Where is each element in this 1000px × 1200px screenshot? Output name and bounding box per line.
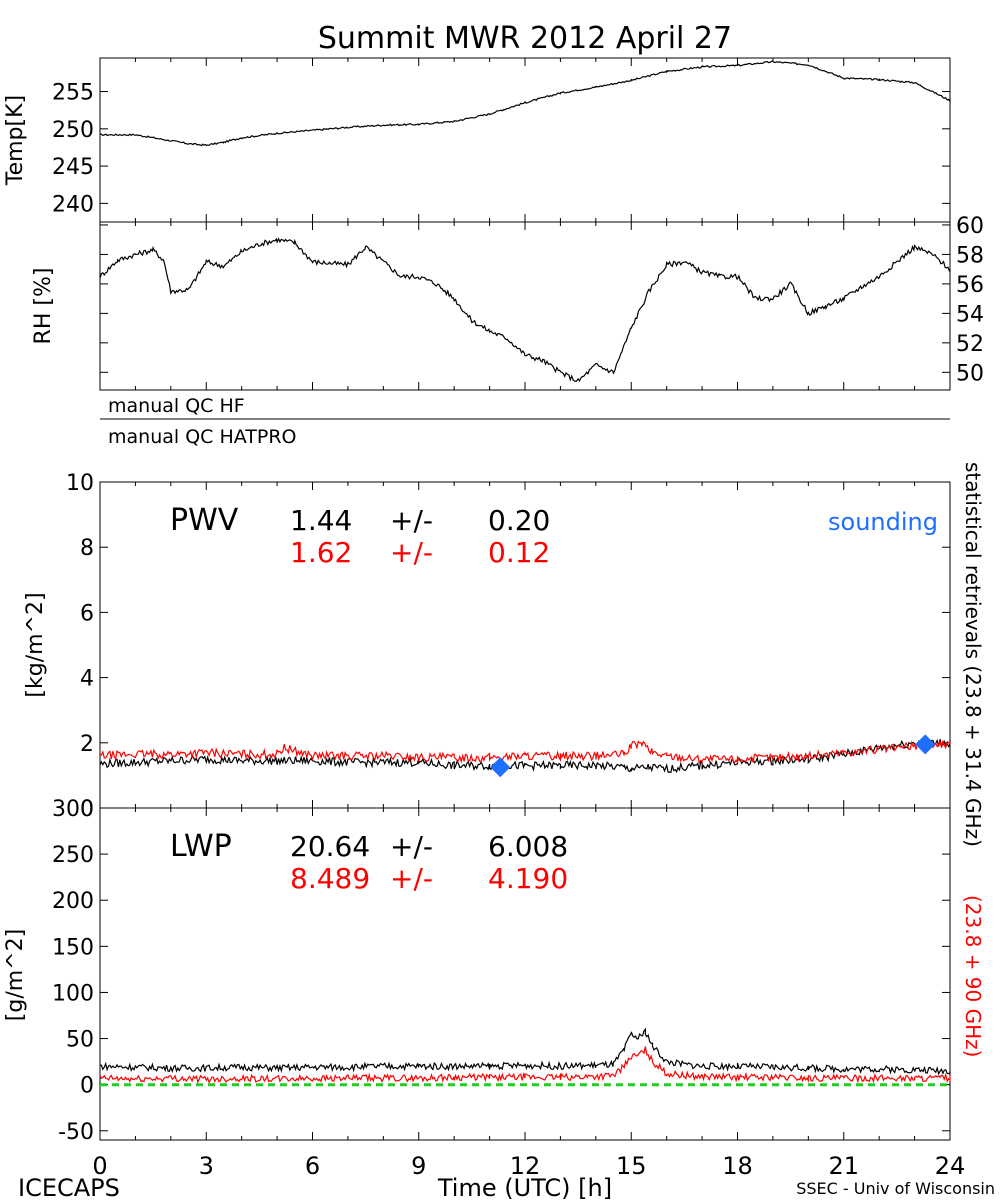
qc-hatpro-label: manual QC HATPRO: [108, 426, 297, 448]
qc-block: manual QC HF manual QC HATPRO: [100, 395, 950, 448]
x-tick-label: 9: [411, 1152, 426, 1180]
stat-sd: 0.20: [488, 504, 550, 537]
y-tick-label: 250: [52, 843, 94, 868]
x-tick-label: 21: [828, 1152, 859, 1180]
x-tick-label: 15: [616, 1152, 647, 1180]
right-side-labels: statistical retrievals (23.8 + 31.4 GHz)…: [961, 462, 985, 1057]
x-tick-label: 24: [935, 1152, 966, 1180]
y-tick-label: 56: [956, 273, 984, 298]
stat-pm: +/-: [390, 536, 433, 569]
x-tick-label: 12: [510, 1152, 541, 1180]
y-tick-label: 50: [956, 361, 984, 386]
x-tick-label: 18: [722, 1152, 753, 1180]
y-tick-label: 150: [52, 935, 94, 960]
stat-pm: +/-: [390, 862, 433, 895]
qc-hf-label: manual QC HF: [108, 395, 245, 417]
chart-title: Summit MWR 2012 April 27: [318, 21, 732, 56]
stat-pm: +/-: [390, 504, 433, 537]
y-tick-label: 58: [956, 243, 984, 268]
plot-frame: [99, 57, 951, 223]
y-tick-label: 200: [52, 889, 94, 914]
y-tick-label: 8: [80, 536, 94, 561]
y-tick-label: 50: [66, 1028, 94, 1053]
y-tick-label: 60: [956, 214, 984, 239]
y-tick-label: 6: [80, 601, 94, 626]
y-tick-label: 10: [66, 471, 94, 496]
stat-mean: 8.489: [290, 862, 370, 895]
series-line-0: [99, 737, 951, 774]
series-line-0: [100, 60, 951, 147]
y-tick-label: 300: [52, 797, 94, 822]
y-axis-label: Temp[K]: [3, 95, 28, 186]
y-axis-label: [kg/m^2]: [23, 592, 48, 697]
y-tick-label: 0: [80, 797, 94, 822]
stat-sd: 0.12: [488, 536, 550, 569]
stat-pm: +/-: [390, 830, 433, 863]
sounding-legend-label: sounding: [828, 508, 938, 536]
y-tick-label: 0: [80, 1074, 94, 1099]
footer-left: ICECAPS: [18, 1174, 120, 1200]
x-tick-label: 0: [92, 1152, 107, 1180]
stat-mean: 1.44: [290, 504, 352, 537]
y-axis-label: [g/m^2]: [3, 929, 28, 1021]
sounding-point: [915, 734, 936, 755]
y-tick-label: 255: [52, 81, 94, 106]
pwv-panel: 0 2 4 6 8 10 [kg/m^2] PWV 1.44 +/- 0.20 1.62 +/- 0.12…: [23, 471, 951, 822]
series-line-1: [99, 739, 951, 765]
y-tick-label: 100: [52, 981, 94, 1006]
y-tick-label: 2: [80, 732, 94, 757]
series-line-0: [99, 237, 951, 383]
panel-label: LWP: [170, 829, 232, 864]
temperature-panel: 240 245 250 255 Temp[K]: [3, 57, 951, 223]
lwp-panel: -50 0 50 100 150 200 250 300 [g/m^2] 0 3 6 9 12 15 18 21…: [3, 797, 965, 1180]
stat-mean: 20.64: [290, 830, 370, 863]
x-tick-label: 6: [305, 1152, 320, 1180]
x-tick-label: 3: [199, 1152, 214, 1180]
y-tick-label: 52: [956, 332, 984, 357]
y-axis-label: RH [%]: [31, 268, 56, 345]
panel-label: PWV: [170, 503, 239, 538]
sounding-point: [490, 757, 511, 778]
y-tick-label: 240: [52, 192, 94, 217]
stat-sd: 4.190: [488, 862, 568, 895]
y-tick-label: 54: [956, 302, 984, 327]
series-line-1: [99, 1046, 951, 1084]
footer-right: SSEC - Univ of Wisconsin: [796, 1179, 995, 1198]
series-line-0: [99, 1027, 951, 1076]
y-tick-label: 245: [52, 155, 94, 180]
y-tick-label: -50: [58, 1120, 94, 1145]
xaxis-label: Time (UTC) [h]: [437, 1174, 612, 1200]
stat-mean: 1.62: [290, 536, 352, 569]
y-tick-label: 4: [80, 667, 94, 692]
stat-sd: 6.008: [488, 830, 568, 863]
rh-panel: 50 52 54 56 58 60 RH [%]: [31, 214, 984, 391]
right-label-black: statistical retrievals (23.8 + 31.4 GHz): [961, 462, 985, 847]
y-tick-label: 250: [52, 118, 94, 143]
right-label-red: (23.8 + 90 GHz): [961, 895, 985, 1057]
